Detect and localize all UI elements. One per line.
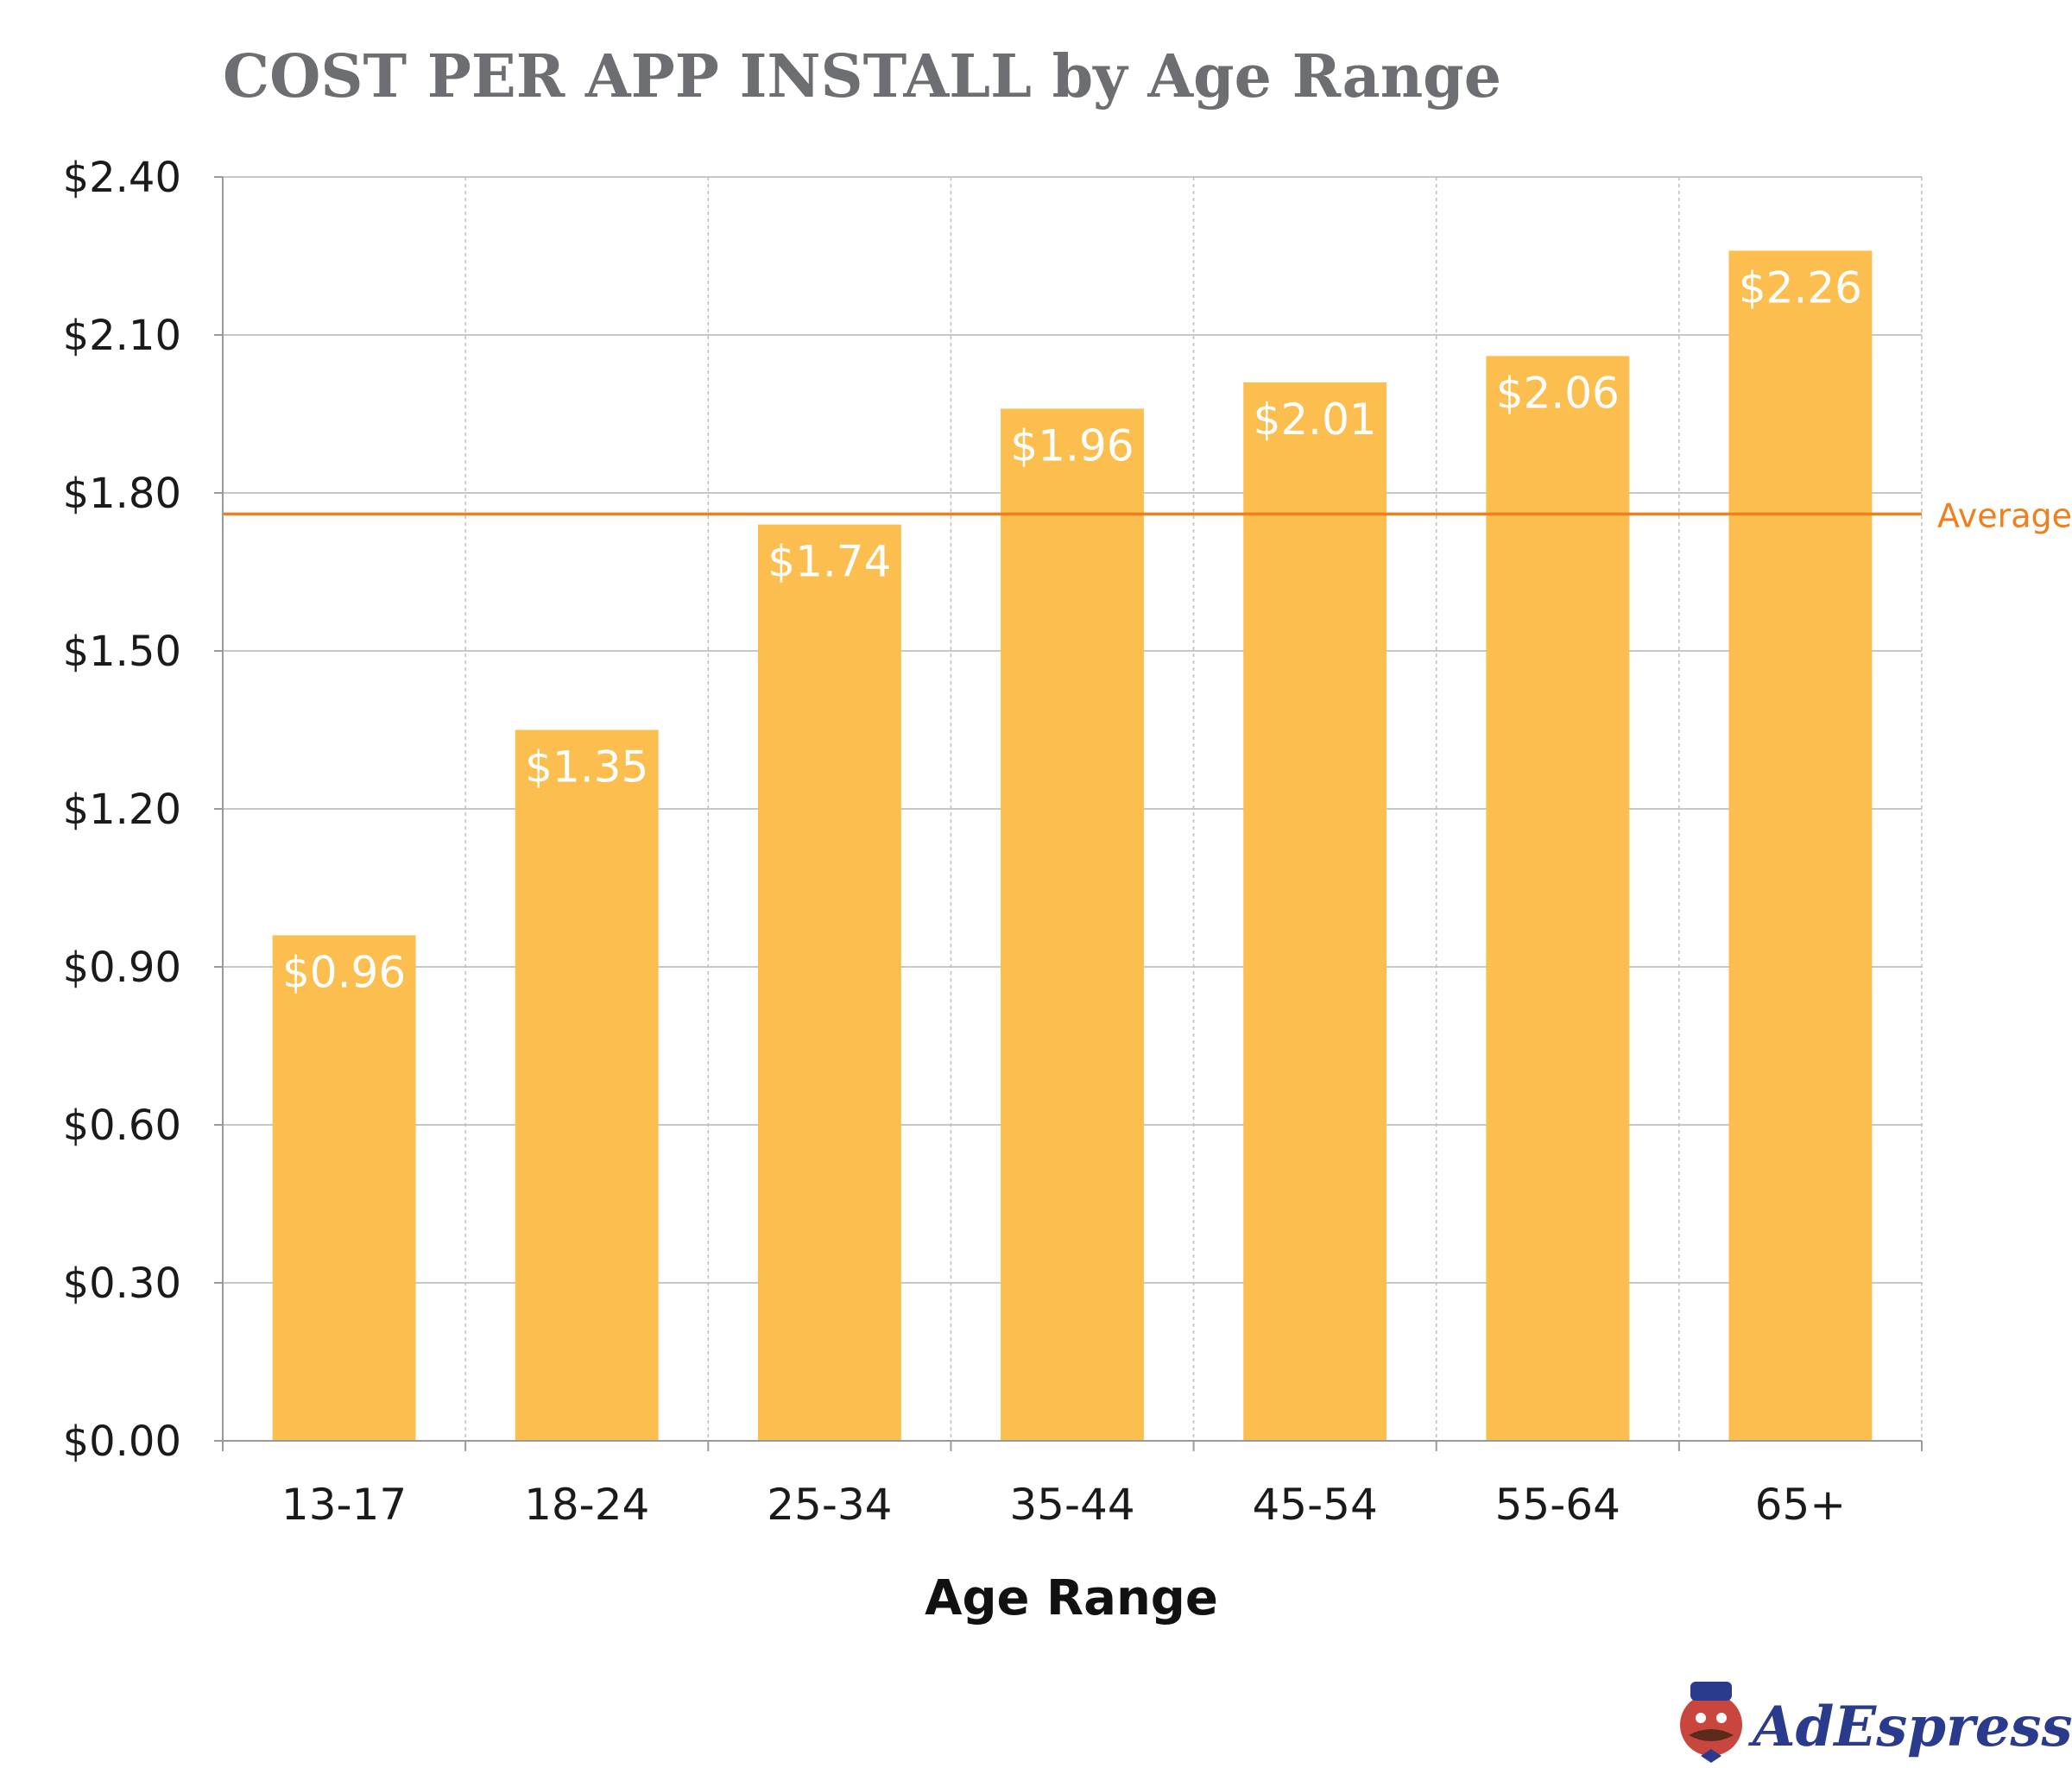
- chart-title: COST PER APP INSTALL by Age Range: [223, 42, 1501, 111]
- x-tick-label-13-17: 13-17: [281, 1480, 407, 1530]
- data-label-65+: $2.26: [1739, 262, 1862, 313]
- y-tick-label: $1.50: [63, 628, 181, 676]
- y-tick-label: $0.90: [63, 944, 181, 992]
- x-axis-title: Age Range: [925, 1570, 1218, 1626]
- y-tick-label: $2.40: [63, 154, 181, 202]
- x-axis: 13-17 18-24 25-34 35-44 45-54 55-64 65+: [222, 1440, 1923, 1530]
- y-tick-label: $1.20: [63, 786, 181, 834]
- average-line-group: Average: [223, 496, 2072, 534]
- data-label-45-54: $2.01: [1254, 395, 1377, 445]
- x-tick-label-35-44: 35-44: [1009, 1480, 1134, 1530]
- y-tick-label: $0.60: [63, 1102, 181, 1150]
- bar-13-17: [272, 935, 416, 1441]
- bar-65+: [1728, 250, 1873, 1441]
- data-label-18-24: $1.35: [525, 742, 648, 792]
- y-axis: $0.00 $0.30 $0.60 $0.90 $1.20 $1.50 $1.80 $2.10…: [63, 154, 224, 1466]
- adespresso-logo: AdEspresso: [1680, 1682, 2072, 1763]
- x-tick-label-65+: 65+: [1755, 1480, 1847, 1530]
- data-label-35-44: $1.96: [1010, 420, 1134, 470]
- data-label-25-34: $1.74: [768, 537, 891, 587]
- y-tick-label: $0.00: [63, 1418, 181, 1466]
- data-label-55-64: $2.06: [1496, 368, 1620, 418]
- average-label: Average: [1937, 496, 2072, 534]
- y-tick-label: $0.30: [63, 1260, 181, 1308]
- bar-35-44: [1001, 408, 1144, 1441]
- x-tick-label-25-34: 25-34: [767, 1480, 892, 1530]
- bar-45-54: [1243, 382, 1387, 1441]
- x-tick-label-55-64: 55-64: [1495, 1480, 1620, 1530]
- mascot-icon: [1680, 1682, 1742, 1763]
- bars: $0.96 $1.35 $1.74 $1.96 $2.01 $2.06 $2.26: [272, 250, 1873, 1441]
- bar-55-64: [1486, 356, 1630, 1441]
- x-tick-label-18-24: 18-24: [524, 1480, 649, 1530]
- bar-25-34: [757, 524, 901, 1441]
- y-tick-label: $1.80: [63, 470, 181, 518]
- data-label-13-17: $0.96: [282, 947, 406, 997]
- brand-logotype: AdEspresso: [1748, 1695, 2072, 1759]
- x-tick-label-45-54: 45-54: [1252, 1480, 1377, 1530]
- bar-18-24: [515, 729, 659, 1441]
- y-tick-label: $2.10: [63, 312, 181, 360]
